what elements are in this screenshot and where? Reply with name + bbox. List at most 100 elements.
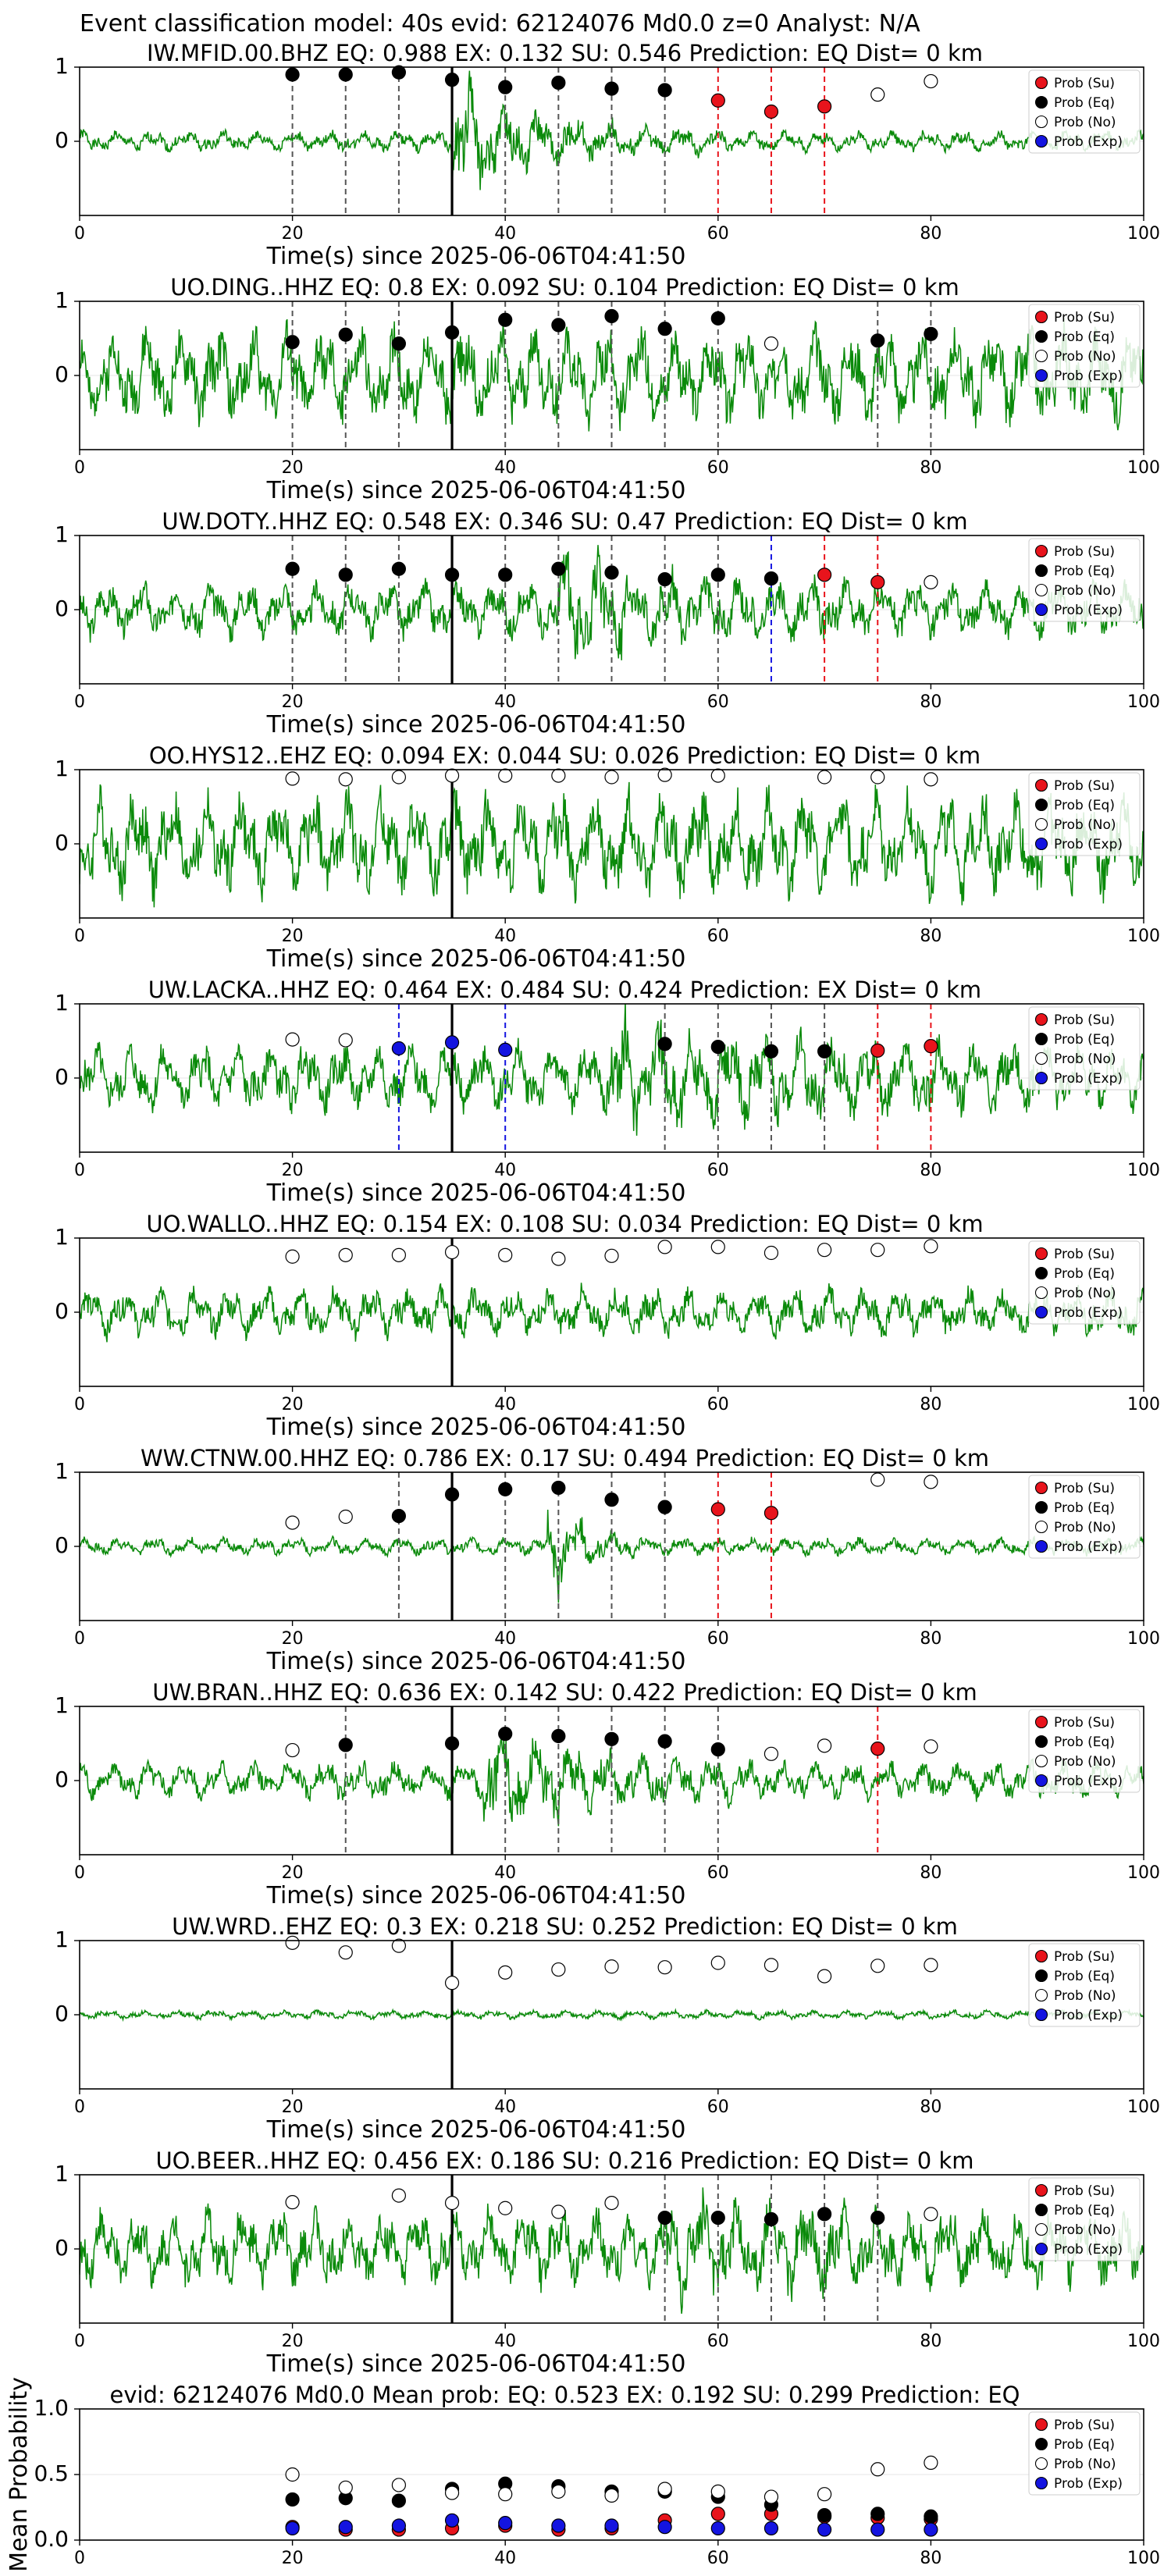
point-exp — [391, 2518, 406, 2533]
point-no — [604, 2196, 619, 2211]
point-no — [657, 1960, 672, 1975]
point-eq — [870, 333, 885, 348]
legend-frame — [1028, 69, 1141, 154]
point-exp — [338, 2520, 353, 2535]
legend-marker-eq — [1034, 1032, 1048, 1046]
point-eq — [391, 2493, 406, 2508]
point-no — [817, 1243, 832, 1258]
point-eq — [391, 336, 406, 351]
y-tick-label: 1 — [55, 990, 69, 1016]
legend-label-no: Prob (No) — [1054, 2222, 1116, 2238]
legend-marker-su — [1034, 310, 1048, 324]
point-eq — [763, 571, 779, 586]
point-no — [817, 1969, 832, 1984]
legend-label-su: Prob (Su) — [1054, 778, 1115, 794]
y-tick-label: 0 — [55, 1767, 69, 1792]
x-tick-label: 60 — [707, 1863, 729, 1883]
y-tick-label: 0 — [55, 1064, 69, 1090]
point-no — [924, 1239, 938, 1254]
x-tick-label: 20 — [282, 2549, 304, 2568]
panel-6: 0 20 40 60 80 100 0 1 UO.WALLO..HHZ EQ: 0.154 EX… — [55, 1211, 1160, 1441]
legend-label-eq: Prob (Eq) — [1054, 1735, 1115, 1750]
point-no — [498, 1965, 513, 1980]
panel-8: 0 20 40 60 80 100 0 1 UW.BRAN..HHZ EQ: 0.636 EX:… — [55, 1679, 1160, 1909]
point-eq — [551, 318, 566, 333]
x-axis-label: Time(s) since 2025-06-06T04:41:50 — [266, 243, 686, 270]
legend: Prob (Su) Prob (Eq) Prob (No) Prob (Exp) — [1028, 2411, 1141, 2496]
y-tick-label: 1 — [55, 1458, 69, 1484]
panel-7: 0 20 40 60 80 100 0 1 WW.CTNW.00.HHZ EQ: 0.786 E… — [55, 1445, 1160, 1675]
point-no — [285, 1742, 300, 1758]
legend-label-no: Prob (No) — [1054, 1051, 1116, 1067]
point-eq — [657, 571, 672, 587]
legend-label-exp: Prob (Exp) — [1054, 2476, 1123, 2492]
x-tick-label: 0 — [74, 1395, 85, 1414]
point-exp — [604, 2518, 619, 2533]
legend-label-su: Prob (Su) — [1054, 310, 1115, 326]
point-exp — [498, 1042, 513, 1058]
y-tick-label: 0 — [55, 361, 69, 387]
legend-frame — [1028, 1943, 1141, 2027]
point-su — [763, 1506, 779, 1521]
point-eq — [498, 312, 513, 327]
x-tick-label: 100 — [1127, 2549, 1160, 2568]
point-su — [870, 1742, 885, 1756]
point-eq — [657, 2211, 672, 2226]
x-axis-label: Time(s) since 2025-06-06T04:41:50 — [266, 2350, 686, 2378]
x-tick-label: 0 — [74, 1629, 85, 1649]
x-tick-label: 80 — [920, 927, 941, 946]
x-tick-label: 20 — [282, 2332, 304, 2351]
legend: Prob (Su) Prob (Eq) Prob (No) Prob (Exp) — [1028, 1943, 1141, 2027]
point-eq — [710, 311, 725, 326]
point-eq — [763, 2211, 779, 2227]
point-no — [604, 1248, 619, 1263]
legend-marker-exp — [1034, 837, 1048, 851]
panel-title: UW.WRD..EHZ EQ: 0.3 EX: 0.218 SU: 0.252 … — [172, 1913, 958, 1940]
point-eq — [285, 335, 300, 350]
legend-label-no: Prob (No) — [1054, 1286, 1116, 1301]
point-eq — [657, 1734, 672, 1749]
x-tick-label: 100 — [1127, 458, 1160, 478]
point-su — [763, 104, 779, 119]
point-su — [710, 1502, 725, 1517]
x-tick-label: 0 — [74, 1863, 85, 1883]
point-eq — [657, 1037, 672, 1051]
legend-marker-eq — [1034, 1969, 1048, 1983]
panel-title: evid: 62124076 Md0.0 Mean prob: EQ: 0.52… — [110, 2382, 1020, 2408]
legend-label-eq: Prob (Eq) — [1054, 1969, 1115, 1984]
point-eq — [444, 568, 460, 582]
waveform-trace — [80, 2008, 1144, 2023]
y-tick-label: 0 — [55, 127, 69, 153]
legend-marker-exp — [1034, 2008, 1048, 2022]
legend-marker-no — [1034, 1520, 1048, 1534]
legend-frame — [1028, 304, 1141, 388]
point-no — [763, 1958, 779, 1973]
x-axis-label: Time(s) since 2025-06-06T04:41:50 — [266, 1414, 686, 1441]
legend-frame — [1028, 1709, 1141, 1793]
panel-4: 0 20 40 60 80 100 0 1 OO.HYS12..EHZ EQ: 0.094 EX… — [55, 742, 1160, 973]
legend-label-exp: Prob (Exp) — [1054, 134, 1123, 150]
y-tick-label: 0 — [55, 830, 69, 856]
x-tick-label: 20 — [282, 224, 304, 244]
x-tick-label: 20 — [282, 2097, 304, 2117]
x-tick-label: 40 — [494, 2332, 516, 2351]
point-eq — [285, 2492, 300, 2507]
y-tick-label: 1 — [55, 1692, 69, 1718]
panel-title: UO.WALLO..HHZ EQ: 0.154 EX: 0.108 SU: 0.… — [146, 1211, 983, 1237]
x-tick-label: 60 — [707, 1395, 729, 1414]
legend: Prob (Su) Prob (Eq) Prob (No) Prob (Exp) — [1028, 772, 1141, 856]
waveform-trace — [80, 1004, 1144, 1136]
point-eq — [924, 2509, 938, 2524]
point-eq — [285, 67, 300, 82]
point-no — [817, 1738, 832, 1753]
legend: Prob (Su) Prob (Eq) Prob (No) Prob (Exp) — [1028, 1006, 1141, 1091]
point-eq — [710, 568, 725, 582]
legend-frame — [1028, 1475, 1141, 1559]
panel-title: UW.BRAN..HHZ EQ: 0.636 EX: 0.142 SU: 0.4… — [152, 1679, 977, 1706]
x-tick-label: 0 — [74, 224, 85, 244]
point-eq — [817, 1044, 832, 1059]
point-eq — [391, 1508, 406, 1524]
legend-marker-exp — [1034, 368, 1048, 382]
legend-label-eq: Prob (Eq) — [1054, 1032, 1115, 1048]
x-tick-label: 100 — [1127, 927, 1160, 946]
